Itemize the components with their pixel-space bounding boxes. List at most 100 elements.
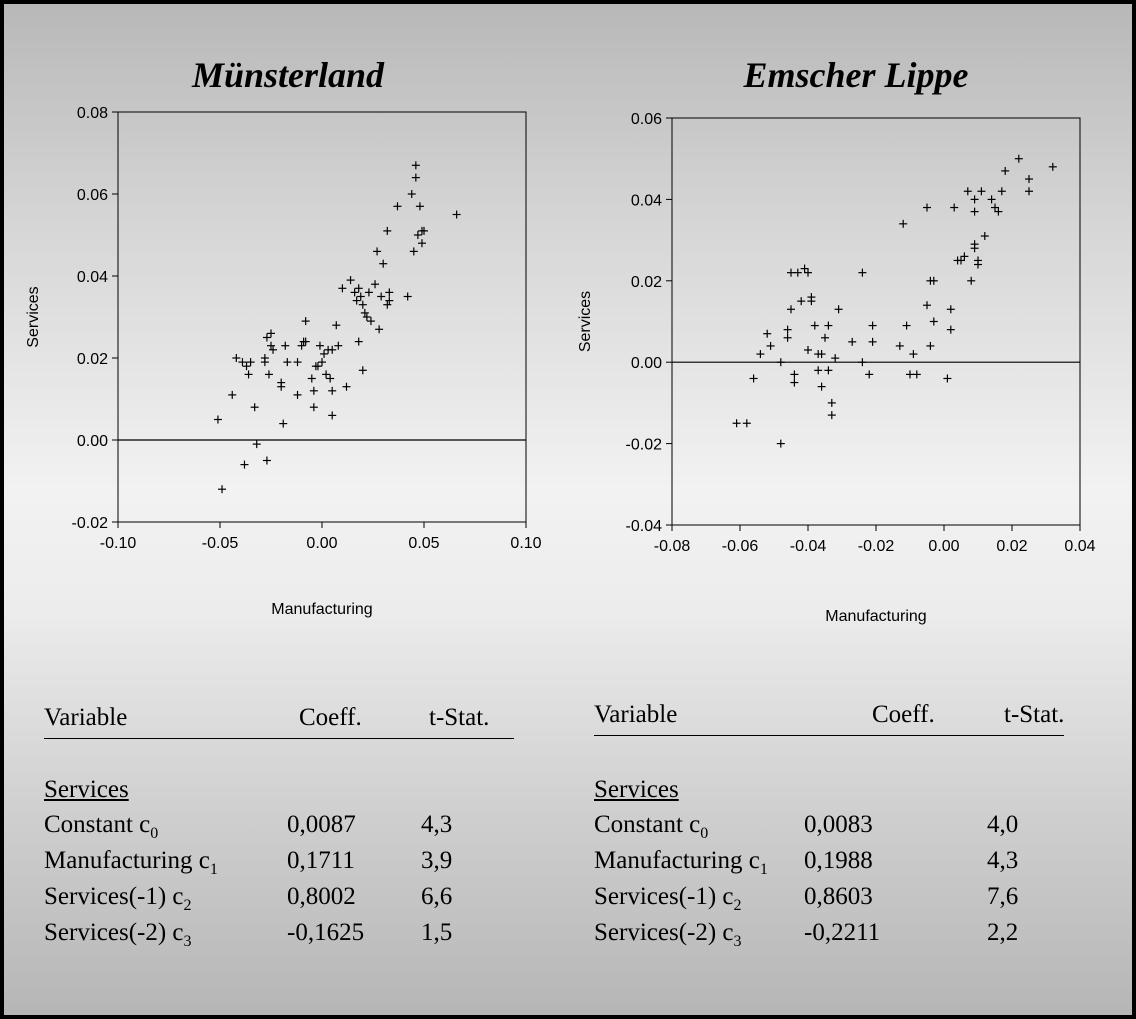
row-coeff: 0,1711 — [287, 847, 355, 874]
data-point — [342, 382, 351, 391]
row-coeff: 0,8603 — [804, 883, 873, 910]
data-point — [929, 317, 938, 326]
row-label: Manufacturing c1 — [594, 847, 768, 878]
data-point — [834, 305, 843, 314]
y-tick-label: 0.06 — [77, 187, 108, 204]
data-point — [967, 276, 976, 285]
x-tick-label: 0.00 — [928, 538, 959, 555]
coefficient-index: 0 — [700, 825, 709, 842]
x-axis-title: Manufacturing — [271, 601, 372, 618]
header-coeff: Coeff. — [872, 701, 935, 728]
data-point — [452, 210, 461, 219]
data-point — [858, 268, 867, 277]
data-point — [793, 268, 802, 277]
data-point — [358, 300, 367, 309]
data-point — [307, 374, 316, 383]
data-point — [804, 268, 812, 277]
row-tstat: 2,2 — [987, 919, 1019, 946]
data-point — [377, 292, 386, 301]
data-point — [790, 378, 799, 387]
data-point — [264, 370, 273, 379]
y-tick-label: 0.04 — [77, 269, 108, 286]
x-tick-label: -0.05 — [202, 535, 239, 552]
data-point — [309, 386, 318, 395]
data-point — [821, 333, 829, 342]
data-point — [902, 321, 911, 330]
data-point — [895, 341, 904, 350]
scatter-chart-muensterland: -0.10 -0.05 0.00 0.05 0.10 -0.02 0.00 0.02 0.04 0… — [25, 105, 542, 618]
data-point — [244, 370, 253, 379]
data-point — [974, 260, 982, 269]
data-point — [997, 187, 1006, 196]
data-point — [756, 350, 765, 359]
data-point — [228, 390, 237, 399]
data-point — [1025, 175, 1033, 184]
data-point — [1014, 154, 1023, 163]
data-point — [279, 419, 288, 428]
x-tick-label: -0.04 — [790, 538, 827, 555]
coefficient-index: 1 — [209, 861, 218, 878]
data-point — [763, 329, 772, 338]
data-point — [366, 317, 375, 326]
data-point — [970, 195, 979, 204]
panel-emscher-lippe: Emscher Lippe -0.08 -0.06 -0.04 -0.02 0.00 0.… — [572, 4, 1136, 1019]
y-axis-title: Services — [577, 291, 594, 352]
data-point — [328, 411, 337, 420]
data-point — [371, 280, 380, 289]
header-variable: Variable — [44, 704, 128, 731]
data-point — [848, 337, 857, 346]
data-point — [269, 345, 278, 354]
chart-title: Münsterland — [191, 55, 385, 95]
data-point — [926, 341, 935, 350]
scatter-chart-emscher-lippe: -0.08 -0.06 -0.04 -0.02 0.00 0.02 0.04 -0.04 -0.… — [577, 111, 1096, 625]
x-tick-label: 0.04 — [1064, 538, 1095, 555]
data-point — [293, 390, 302, 399]
data-point — [328, 386, 337, 395]
data-point — [868, 321, 877, 330]
data-point — [309, 403, 318, 412]
data-point — [1025, 187, 1033, 196]
y-tick-label: 0.06 — [631, 111, 662, 128]
row-coeff: -0,2211 — [804, 919, 881, 946]
data-point — [970, 244, 979, 253]
header-variable: Variable — [594, 701, 678, 728]
data-point — [977, 187, 986, 196]
data-point — [817, 350, 826, 359]
coefficient-index: 3 — [733, 933, 742, 950]
data-point — [346, 276, 355, 285]
data-point — [301, 337, 310, 346]
row-label: Manufacturing c1 — [44, 847, 218, 878]
data-point — [827, 398, 836, 407]
data-point — [250, 403, 259, 412]
row-label: Services(-1) c2 — [44, 883, 192, 914]
data-point — [238, 358, 247, 367]
data-point — [814, 366, 823, 375]
panel-muensterland: Münsterland -0.10 -0.05 0.00 0.05 0.10 -0.02 0… — [4, 4, 572, 1019]
data-point — [923, 301, 931, 310]
data-point — [906, 370, 914, 379]
y-tick-label: 0.02 — [77, 351, 108, 368]
coefficient-index: 1 — [759, 861, 768, 878]
data-point — [277, 382, 286, 391]
data-point — [411, 173, 420, 182]
data-point — [246, 358, 255, 367]
y-tick-label: -0.02 — [72, 515, 109, 532]
data-point — [994, 207, 1003, 216]
row-label: Services(-1) c2 — [594, 883, 742, 914]
data-point — [409, 247, 418, 256]
data-point — [987, 195, 996, 204]
data-point — [960, 252, 969, 261]
data-point — [776, 358, 785, 367]
data-point — [943, 374, 952, 383]
y-tick-label: 0.08 — [77, 105, 108, 122]
data-point — [403, 292, 412, 301]
coefficient-index: 2 — [183, 897, 192, 914]
header-tstat: t-Stat. — [1004, 701, 1065, 728]
section-label: Services — [44, 776, 129, 803]
data-point — [868, 337, 877, 346]
row-tstat: 7,6 — [987, 883, 1019, 910]
plot-frame — [117, 111, 527, 523]
y-tick-label: 0.00 — [77, 433, 108, 450]
data-point — [929, 276, 938, 285]
